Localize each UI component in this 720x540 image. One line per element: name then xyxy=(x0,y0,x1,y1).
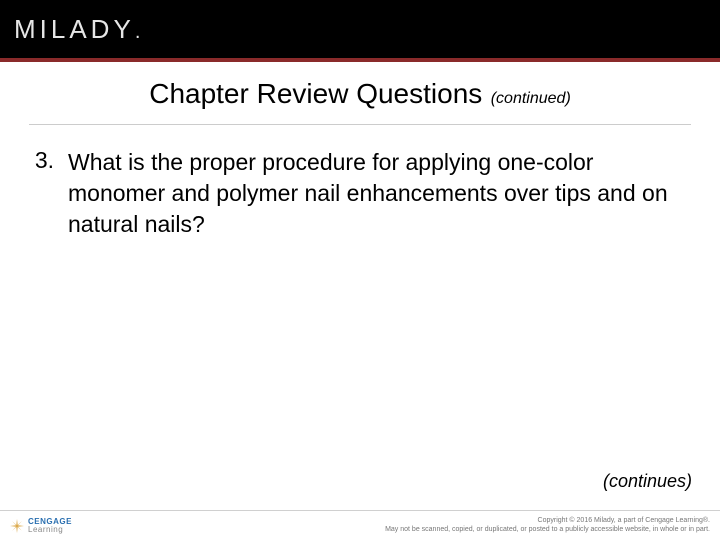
page-title-continued: (continued) xyxy=(491,90,571,107)
question-text: What is the proper procedure for applyin… xyxy=(64,147,680,240)
question-number: 3. xyxy=(28,147,64,174)
body-area: 3. What is the proper procedure for appl… xyxy=(0,125,720,240)
question-row: 3. What is the proper procedure for appl… xyxy=(28,147,680,240)
slide: MILADY. Chapter Review Questions (contin… xyxy=(0,0,720,540)
brand-dot: . xyxy=(135,21,141,43)
copyright-text: Copyright © 2016 Milady, a part of Cenga… xyxy=(385,517,710,534)
continues-label: (continues) xyxy=(603,471,692,492)
brand-logo: MILADY. xyxy=(14,14,140,45)
page-title: Chapter Review Questions xyxy=(149,78,482,109)
title-area: Chapter Review Questions (continued) xyxy=(0,62,720,124)
copyright-line1: Copyright © 2016 Milady, a part of Cenga… xyxy=(385,517,710,525)
copyright-line2: May not be scanned, copied, or duplicate… xyxy=(385,526,710,534)
starburst-icon xyxy=(10,519,24,533)
brand-name: MILADY xyxy=(14,14,135,44)
publisher-text: CENGAGE Learning xyxy=(28,518,72,534)
publisher-logo: CENGAGE Learning xyxy=(10,518,72,534)
top-bar: MILADY. xyxy=(0,0,720,58)
publisher-line2: Learning xyxy=(28,526,72,534)
footer: CENGAGE Learning Copyright © 2016 Milady… xyxy=(0,510,720,540)
